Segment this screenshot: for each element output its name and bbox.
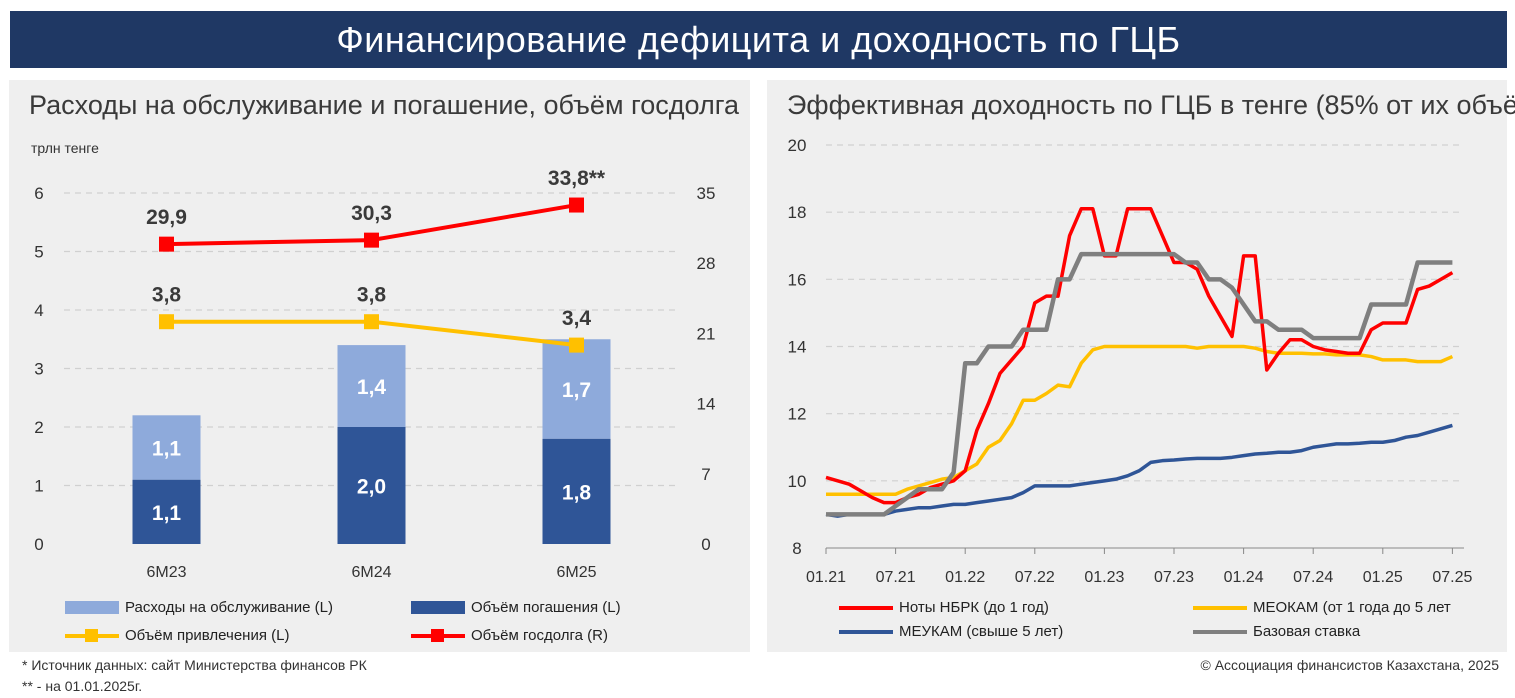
yield-chart-title: Эффективная доходность по ГЦБ в тенге (8… [787, 90, 1515, 120]
y-tick-label-left: 6 [34, 184, 43, 203]
legend-notes: Ноты НБРК (до 1 год) [839, 599, 1049, 616]
line-value-label: 3,8 [152, 284, 182, 307]
bar-segment [337, 345, 406, 427]
x-tick-label: 07.23 [1154, 569, 1194, 586]
bar-value-label: 2,0 [357, 476, 386, 499]
legend-notes-label: Ноты НБРК (до 1 год) [899, 599, 1049, 616]
line-value-label: 3,8 [357, 284, 387, 307]
legend-meokam-swatch [1193, 605, 1247, 610]
bar-value-label: 1,1 [152, 502, 182, 525]
yield-chart: 8 10 12 14 16 18 20 01.21 07.21 01.22 07.22 01.23 07… [788, 136, 1473, 586]
legend-borrow-swatch [65, 628, 119, 642]
legend-meukam: МЕУКАМ (свыше 5 лет) [839, 623, 1063, 640]
series-marker [569, 337, 584, 353]
y-tick-label: 20 [788, 136, 807, 155]
legend-service-swatch [65, 601, 119, 614]
left-axis-units: трлн тенге [31, 140, 99, 156]
legend-meokam-label: МЕОКАМ (от 1 года до 5 лет [1253, 599, 1451, 616]
legend-borrow: Объём привлечения (L) [65, 627, 289, 644]
x-tick-label: 01.21 [806, 569, 846, 586]
bar-value-label: 1,4 [357, 376, 387, 399]
y-tick-label-right: 28 [697, 254, 716, 273]
y-tick-label: 10 [788, 472, 807, 491]
series-marker [364, 314, 379, 330]
series-line [826, 251, 1453, 517]
y-tick-label-left: 3 [34, 360, 43, 379]
x-tick-label: 07.24 [1293, 569, 1333, 586]
x-tick-label: 07.25 [1432, 569, 1472, 586]
legend-service: Расходы на обслуживание (L) [65, 599, 333, 616]
header-banner: Финансирование дефицита и доходность по … [10, 11, 1507, 68]
legend-borrow-label: Объём привлечения (L) [125, 627, 290, 644]
y-tick-label: 16 [788, 270, 807, 289]
legend-meukam-swatch [839, 629, 893, 634]
x-tick-label: 01.22 [945, 569, 985, 586]
bar-segment [542, 438, 611, 544]
y-tick-label-right: 35 [697, 184, 716, 203]
source-footnote: * Источник данных: сайт Министерства фин… [22, 657, 367, 673]
y-tick-label-left: 2 [34, 418, 43, 437]
bar-segment [337, 427, 406, 544]
x-tick-label: 07.22 [1015, 569, 1055, 586]
legend-base: Базовая ставка [1193, 623, 1360, 640]
legend-debt-swatch [411, 628, 465, 642]
y-tick-label: 14 [788, 338, 807, 357]
x-tick-label: 01.23 [1084, 569, 1124, 586]
series-marker [569, 197, 584, 213]
yield-chart-panel: Эффективная доходность по ГЦБ в тенге (8… [767, 80, 1515, 652]
legend-repay-swatch [411, 601, 465, 614]
y-tick-label: 12 [788, 405, 807, 424]
legend-base-swatch [1193, 629, 1247, 634]
copyright-note: © Ассоциация финансистов Казахстана, 202… [1200, 657, 1499, 673]
bar-value-label: 1,7 [562, 379, 591, 402]
y-tick-label-right: 7 [701, 465, 710, 484]
legend-debt-label: Объём госдолга (R) [471, 627, 608, 644]
line-value-label: 3,4 [562, 307, 592, 330]
y-tick-label-left: 0 [34, 535, 43, 554]
x-tick-label: 6M25 [556, 564, 596, 581]
debt-chart-title: Расходы на обслуживание и погашение, объ… [29, 90, 739, 120]
legend-base-label: Базовая ставка [1253, 623, 1361, 640]
x-tick-label: 01.25 [1363, 569, 1403, 586]
line-value-label: 33,8** [548, 167, 606, 190]
page-title: Финансирование дефицита и доходность по … [336, 18, 1181, 60]
x-tick-label: 07.21 [876, 569, 916, 586]
bar-segment [132, 415, 201, 480]
series-marker [159, 236, 174, 252]
series-line [825, 423, 1453, 518]
legend-repay: Объём погашения (L) [411, 599, 621, 616]
legend-repay-label: Объём погашения (L) [471, 599, 621, 616]
y-tick-label-left: 4 [34, 301, 43, 320]
y-tick-label-right: 0 [701, 535, 710, 554]
series-marker [159, 314, 174, 330]
bar-value-label: 1,8 [562, 481, 592, 504]
bar-value-label: 1,1 [152, 437, 182, 460]
line-value-label: 30,3 [351, 202, 392, 225]
y-tick-label: 8 [792, 539, 801, 558]
y-tick-label-right: 14 [697, 395, 716, 414]
y-tick-label-left: 1 [34, 477, 43, 496]
legend-meokam: МЕОКАМ (от 1 года до 5 лет [1193, 599, 1451, 616]
bar-segment [542, 339, 611, 439]
y-tick-label-right: 21 [697, 324, 716, 343]
legend-debt: Объём госдолга (R) [411, 627, 608, 644]
legend-service-label: Расходы на обслуживание (L) [125, 599, 333, 616]
line-value-label: 29,9 [146, 206, 187, 229]
debt-chart: 0 1 2 3 4 5 6 0 7 14 21 28 35 6M23 6M24 6M25 1,1 2,0 1,8 1,… [34, 167, 716, 581]
legend-notes-swatch [839, 605, 893, 610]
x-tick-label: 01.24 [1224, 569, 1264, 586]
date-footnote: ** - на 01.01.2025г. [22, 678, 143, 694]
legend-meukam-label: МЕУКАМ (свыше 5 лет) [899, 623, 1064, 640]
x-tick-label: 6M24 [351, 564, 391, 581]
y-tick-label-left: 5 [34, 243, 43, 262]
x-tick-label: 6M23 [146, 564, 186, 581]
debt-chart-panel: Расходы на обслуживание и погашение, объ… [9, 80, 750, 652]
bar-segment [132, 479, 201, 544]
y-tick-label: 18 [788, 203, 807, 222]
series-marker [364, 232, 379, 248]
